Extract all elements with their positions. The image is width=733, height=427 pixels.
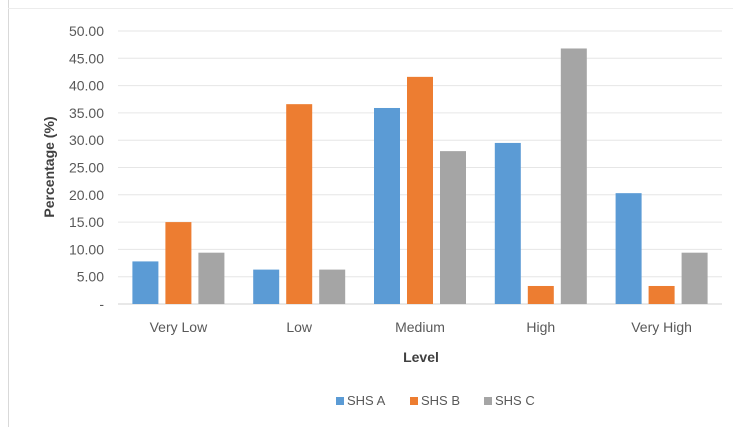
legend-label: SHS B xyxy=(421,393,460,408)
x-axis-title: Level xyxy=(403,349,439,365)
y-tick-label: 30.00 xyxy=(69,132,104,148)
x-axis-category-labels: Very Low Low Medium High Very High xyxy=(150,319,692,335)
y-tick-label: 20.00 xyxy=(69,187,104,203)
bar-shs-c-very-low xyxy=(198,252,225,304)
y-tick-label: 45.00 xyxy=(69,50,104,66)
y-tick-label: 40.00 xyxy=(69,78,104,94)
bar-shs-c-high xyxy=(560,48,587,304)
legend-label: SHS A xyxy=(347,393,386,408)
bar-shs-b-low xyxy=(286,104,313,304)
bar-shs-b-high xyxy=(527,285,554,304)
bar-shs-a-high xyxy=(494,142,521,304)
y-tick-label: 50.00 xyxy=(69,23,104,39)
legend-swatch xyxy=(410,397,418,405)
y-axis-title: Percentage (%) xyxy=(41,116,57,217)
bar-shs-c-low xyxy=(319,269,346,304)
x-category-label: High xyxy=(526,319,555,335)
x-category-label: Very High xyxy=(631,319,692,335)
x-category-label: Low xyxy=(286,319,313,335)
y-tick-label: - xyxy=(99,296,104,312)
x-category-label: Medium xyxy=(395,319,445,335)
bar-shs-a-medium xyxy=(374,107,400,305)
bar-shs-b-very-low xyxy=(165,222,192,304)
bar-shs-a-very-low xyxy=(132,261,159,304)
bars xyxy=(132,48,708,305)
legend: SHS A SHS B SHS C xyxy=(336,393,535,408)
y-tick-label: 35.00 xyxy=(69,105,104,121)
y-tick-label: 5.00 xyxy=(77,269,104,285)
bar-shs-a-very-high xyxy=(615,193,642,304)
bar-shs-c-medium xyxy=(440,151,466,304)
bar-shs-c-very-high xyxy=(681,252,708,304)
x-category-label: Very Low xyxy=(150,319,208,335)
y-tick-label: 25.00 xyxy=(69,160,104,176)
chart-border-top xyxy=(8,8,733,9)
bar-shs-b-very-high xyxy=(648,285,675,304)
y-tick-label: 10.00 xyxy=(69,241,104,257)
legend-label: SHS C xyxy=(495,393,535,408)
y-tick-label: 15.00 xyxy=(69,214,104,230)
chart-border-left xyxy=(8,0,9,427)
legend-swatch xyxy=(484,397,492,405)
bar-shs-b-medium xyxy=(407,76,433,304)
bar-shs-a-low xyxy=(253,269,280,304)
y-axis-tick-labels: - 5.00 10.00 15.00 20.00 25.00 30.00 35.00 40.00… xyxy=(69,23,104,312)
legend-swatch xyxy=(336,397,344,405)
